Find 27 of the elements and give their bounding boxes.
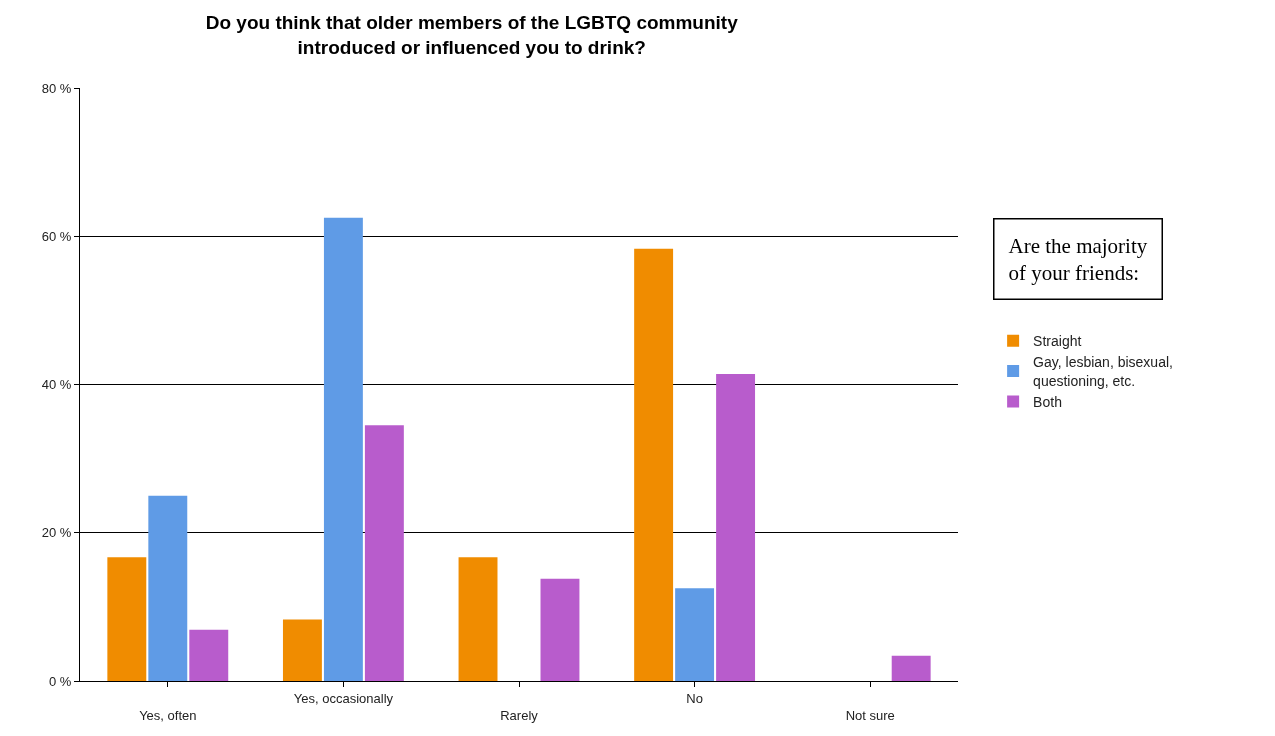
y-tick-label: 60 % <box>41 228 72 244</box>
bar <box>458 557 498 681</box>
bar <box>148 495 188 681</box>
chart-title: Do you think that older members of the LGBTQ community introduced or influenced you to drink? <box>205 12 739 59</box>
y-tick-label: 20 % <box>41 525 72 541</box>
legend-label: Gay, lesbian, bisexual, questioning, etc. <box>1033 354 1173 389</box>
y-tick-label: 0 % <box>48 673 72 689</box>
x-tick-label: Not sure <box>845 707 895 723</box>
x-tick-label: Yes, often <box>139 707 197 723</box>
y-tick-label: 80 % <box>41 80 72 96</box>
bar <box>891 655 931 681</box>
legend-title: Are the majority of your friends: <box>1008 233 1148 285</box>
y-tick-label: 40 % <box>41 377 72 393</box>
bar <box>364 425 404 681</box>
x-tick-label: Yes, occasionally <box>293 690 394 706</box>
bar <box>323 217 363 681</box>
legend-label: Straight <box>1033 333 1082 350</box>
x-tick-label: No <box>686 690 703 706</box>
bar <box>540 578 580 681</box>
bar <box>716 374 756 681</box>
x-tick-label: Rarely <box>500 707 539 723</box>
bar <box>634 248 674 681</box>
legend-label: Both <box>1033 393 1062 410</box>
bar <box>107 557 147 681</box>
bar <box>675 588 715 681</box>
bar <box>189 629 229 681</box>
bar <box>282 619 322 681</box>
